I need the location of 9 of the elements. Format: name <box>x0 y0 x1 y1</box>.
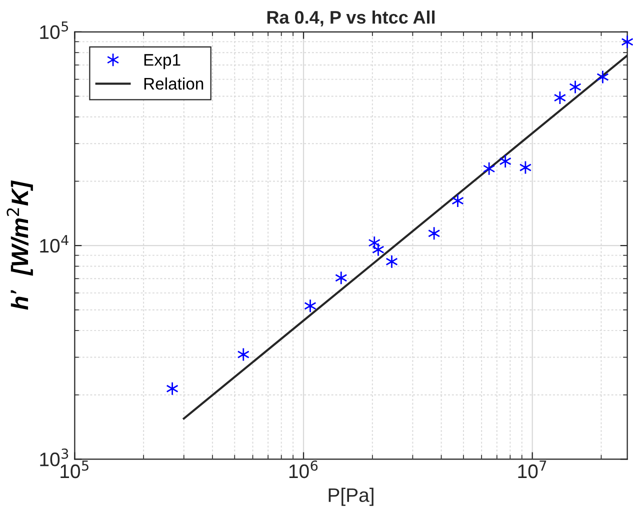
y-axis-title: h’ [W/m$^{2}$K] <box>6 180 33 310</box>
chart-title: Ra 0.4, P vs htcc All <box>267 10 435 26</box>
legend-label: Relation <box>144 77 204 90</box>
y-tick-label: 10$^{4}$ <box>40 235 68 253</box>
y-tick-label: 10$^{5}$ <box>40 21 68 40</box>
x-tick-label: 10$^{5}$ <box>60 460 88 478</box>
x-tick-label: 10$^{7}$ <box>518 460 546 478</box>
x-tick-label: 10$^{6}$ <box>289 460 318 478</box>
x-axis-title: P[Pa] <box>328 488 374 506</box>
